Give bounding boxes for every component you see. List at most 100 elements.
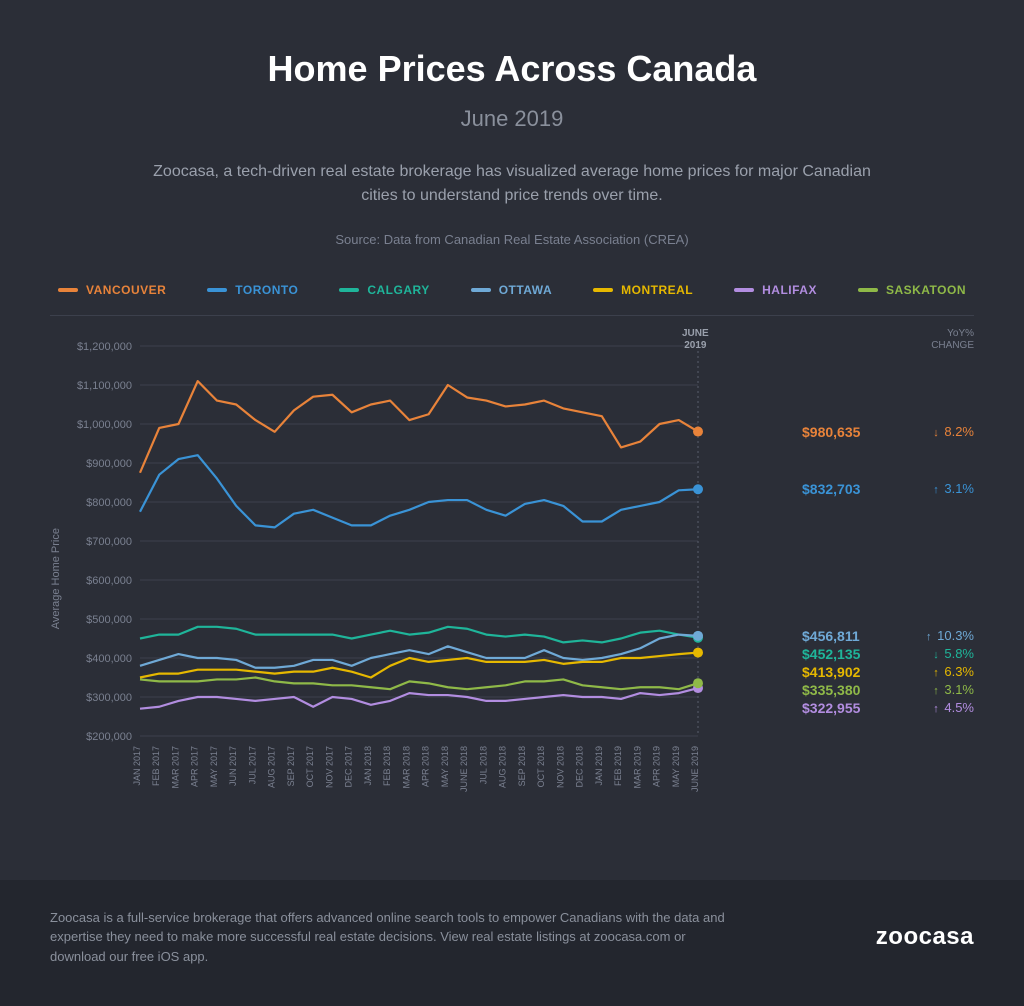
legend-label: MONTREAL — [621, 283, 693, 297]
series-end-marker — [693, 648, 703, 658]
yoy-change: ↓ 5.8% — [933, 646, 974, 661]
end-value-label: $456,811 — [802, 628, 860, 644]
svg-text:MAY 2018: MAY 2018 — [440, 746, 450, 787]
legend-item: MONTREAL — [593, 283, 693, 297]
legend-swatch — [339, 288, 359, 292]
yoy-change: ↑ 10.3% — [926, 628, 974, 643]
legend-swatch — [58, 288, 78, 292]
legend-item: SASKATOON — [858, 283, 966, 297]
legend-label: HALIFAX — [762, 283, 817, 297]
svg-text:JUN 2017: JUN 2017 — [228, 746, 238, 786]
svg-text:$400,000: $400,000 — [86, 653, 132, 665]
legend-item: CALGARY — [339, 283, 429, 297]
series-end-marker — [693, 484, 703, 494]
svg-text:AUG 2017: AUG 2017 — [267, 746, 277, 788]
legend-label: OTTAWA — [499, 283, 552, 297]
svg-text:JAN 2019: JAN 2019 — [594, 746, 604, 786]
legend-swatch — [734, 288, 754, 292]
svg-text:$300,000: $300,000 — [86, 692, 132, 704]
june-marker-label: JUNE2019 — [682, 328, 709, 352]
svg-text:MAR 2017: MAR 2017 — [170, 746, 180, 789]
description: Zoocasa, a tech-driven real estate broke… — [152, 160, 872, 208]
svg-text:NOV 2018: NOV 2018 — [555, 746, 565, 788]
end-value-label: $322,955 — [802, 700, 860, 716]
svg-text:JUNE 2019: JUNE 2019 — [690, 746, 700, 792]
svg-text:$700,000: $700,000 — [86, 536, 132, 548]
yoy-header: YoY%CHANGE — [931, 328, 974, 352]
end-value-label: $452,135 — [802, 646, 860, 662]
svg-text:JUL 2017: JUL 2017 — [247, 746, 257, 784]
end-value-labels: $980,635 $832,703 $456,811 $452,135 $413,902… — [794, 336, 904, 821]
subtitle: June 2019 — [50, 106, 974, 132]
legend-label: SASKATOON — [886, 283, 966, 297]
end-value-label: $413,902 — [802, 664, 860, 680]
svg-text:OCT 2017: OCT 2017 — [305, 746, 315, 787]
end-value-label: $980,635 — [802, 424, 860, 440]
svg-text:$1,100,000: $1,100,000 — [77, 380, 132, 392]
svg-text:FEB 2017: FEB 2017 — [151, 746, 161, 786]
legend: VANCOUVER TORONTO CALGARY OTTAWA MONTREAL HAL… — [50, 283, 974, 316]
legend-label: CALGARY — [367, 283, 429, 297]
series-end-marker — [693, 427, 703, 437]
page-title: Home Prices Across Canada — [50, 48, 974, 90]
svg-text:APR 2017: APR 2017 — [190, 746, 200, 787]
legend-item: VANCOUVER — [58, 283, 166, 297]
yoy-change: ↑ 3.1% — [933, 682, 974, 697]
svg-text:MAY 2019: MAY 2019 — [671, 746, 681, 787]
yoy-change: ↑ 3.1% — [933, 481, 974, 496]
svg-text:APR 2019: APR 2019 — [652, 746, 662, 787]
svg-text:$500,000: $500,000 — [86, 614, 132, 626]
svg-text:FEB 2018: FEB 2018 — [382, 746, 392, 786]
svg-text:$600,000: $600,000 — [86, 575, 132, 587]
svg-text:AUG 2018: AUG 2018 — [498, 746, 508, 788]
series-line — [140, 381, 698, 473]
series-line — [140, 678, 698, 690]
footer: Zoocasa is a full-service brokerage that… — [0, 880, 1024, 1006]
chart-area: Average Home Price JUNE2019 $200,000$300… — [50, 336, 974, 821]
svg-text:NOV 2017: NOV 2017 — [324, 746, 334, 788]
svg-text:OCT 2018: OCT 2018 — [536, 746, 546, 787]
svg-text:$800,000: $800,000 — [86, 497, 132, 509]
svg-text:$200,000: $200,000 — [86, 731, 132, 743]
svg-text:JUNE 2018: JUNE 2018 — [459, 746, 469, 792]
series-end-marker — [693, 678, 703, 688]
svg-text:DEC 2018: DEC 2018 — [575, 746, 585, 788]
legend-swatch — [207, 288, 227, 292]
yoy-change: ↑ 6.3% — [933, 664, 974, 679]
yoy-change: ↑ 4.5% — [933, 700, 974, 715]
line-chart: $200,000 $300,000 $400,000 $500,000 $600,000… — [68, 336, 708, 816]
svg-text:JUL 2018: JUL 2018 — [478, 746, 488, 784]
svg-text:MAY 2017: MAY 2017 — [209, 746, 219, 787]
legend-label: TORONTO — [235, 283, 298, 297]
svg-text:SEP 2018: SEP 2018 — [517, 746, 527, 786]
svg-text:MAR 2018: MAR 2018 — [401, 746, 411, 789]
svg-text:MAR 2019: MAR 2019 — [632, 746, 642, 789]
end-value-label: $335,380 — [802, 682, 860, 698]
legend-label: VANCOUVER — [86, 283, 166, 297]
legend-item: HALIFAX — [734, 283, 817, 297]
svg-text:JAN 2018: JAN 2018 — [363, 746, 373, 786]
series-line — [140, 688, 698, 709]
svg-text:SEP 2017: SEP 2017 — [286, 746, 296, 786]
legend-swatch — [593, 288, 613, 292]
y-axis-label: Average Home Price — [50, 528, 62, 629]
footer-logo: zoocasa — [876, 923, 974, 951]
source-text: Source: Data from Canadian Real Estate A… — [50, 232, 974, 247]
legend-swatch — [471, 288, 491, 292]
yoy-change: ↓ 8.2% — [933, 424, 974, 439]
legend-swatch — [858, 288, 878, 292]
series-line — [140, 627, 698, 643]
yoy-column: YoY%CHANGE ↓ 8.2%↑ 3.1%↑ 10.3%↓ 5.8%↑ 6.… — [904, 336, 974, 821]
series-line — [140, 455, 698, 527]
svg-text:$900,000: $900,000 — [86, 458, 132, 470]
legend-item: OTTAWA — [471, 283, 552, 297]
end-value-label: $832,703 — [802, 481, 860, 497]
svg-text:JAN 2017: JAN 2017 — [132, 746, 142, 786]
svg-text:FEB 2019: FEB 2019 — [613, 746, 623, 786]
svg-text:$1,200,000: $1,200,000 — [77, 341, 132, 353]
legend-item: TORONTO — [207, 283, 298, 297]
footer-text: Zoocasa is a full-service brokerage that… — [50, 908, 730, 967]
svg-text:$1,000,000: $1,000,000 — [77, 419, 132, 431]
series-end-marker — [693, 631, 703, 641]
svg-text:APR 2018: APR 2018 — [421, 746, 431, 787]
